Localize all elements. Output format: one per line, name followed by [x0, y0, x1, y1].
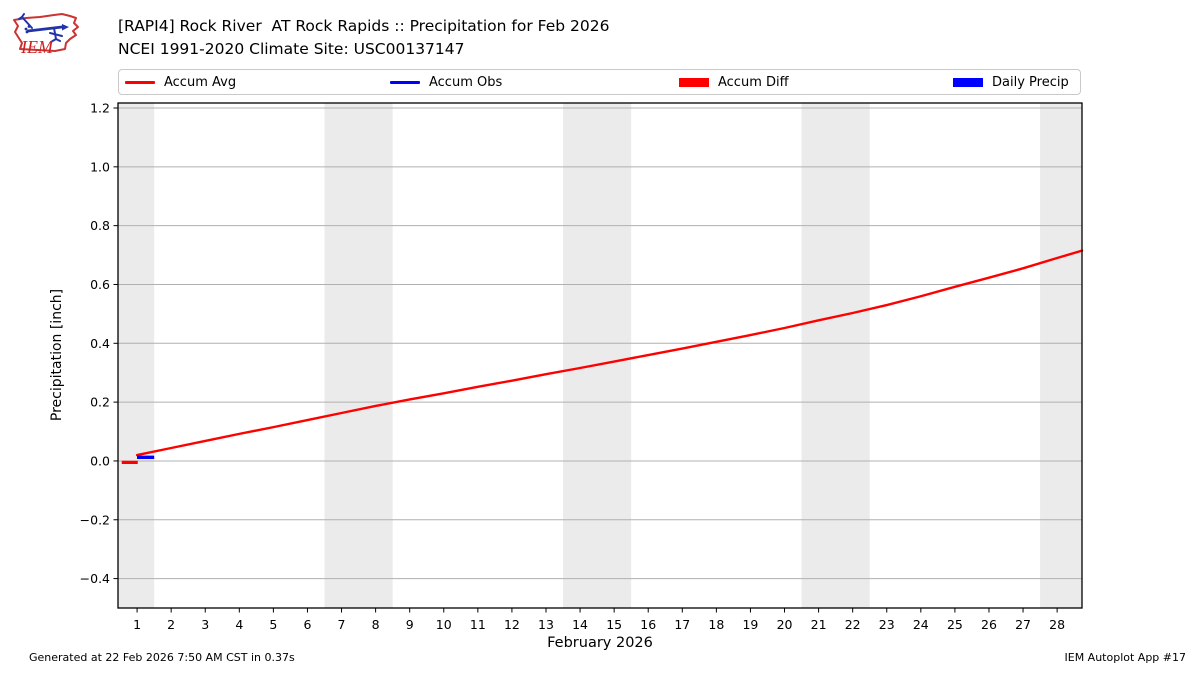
- series-accum-avg: [135, 249, 1084, 457]
- accum-obs-line-swatch: [390, 80, 420, 84]
- svg-text:18: 18: [708, 617, 724, 632]
- svg-text:20: 20: [777, 617, 793, 632]
- accum-avg-line-swatch: [125, 80, 155, 84]
- weather-vane-icon-dots: [24, 24, 69, 34]
- legend-item-accum-avg: Accum Avg: [125, 70, 236, 94]
- svg-text:16: 16: [640, 617, 656, 632]
- svg-text:0.2: 0.2: [90, 395, 110, 410]
- chart-legend: Accum Avg Accum Obs Accum Diff Daily Pre…: [118, 69, 1081, 95]
- app-credit: IEM Autoplot App #17: [1064, 651, 1187, 664]
- svg-text:21: 21: [811, 617, 827, 632]
- svg-text:28: 28: [1049, 617, 1065, 632]
- weekend-shading: [118, 103, 1082, 608]
- svg-text:8: 8: [372, 617, 380, 632]
- svg-text:14: 14: [572, 617, 588, 632]
- legend-item-accum-diff: Accum Diff: [679, 70, 789, 94]
- svg-text:23: 23: [879, 617, 895, 632]
- svg-text:−0.2: −0.2: [80, 512, 110, 527]
- svg-text:0.4: 0.4: [90, 336, 110, 351]
- daily-precip-patch-swatch: [953, 77, 983, 87]
- svg-text:3: 3: [201, 617, 209, 632]
- legend-item-daily-precip: Daily Precip: [953, 70, 1069, 94]
- svg-text:2: 2: [167, 617, 175, 632]
- x-axis-title: February 2026: [547, 635, 653, 651]
- svg-text:1: 1: [133, 617, 141, 632]
- x-axis-ticks: 1 2 3 4 5 6 7 8 9 10 11 12 13 14 15 16 17 18 19 20 21 22 23 24 2…: [133, 608, 1065, 632]
- svg-text:5: 5: [269, 617, 277, 632]
- svg-text:15: 15: [606, 617, 622, 632]
- svg-text:10: 10: [436, 617, 452, 632]
- svg-text:0.6: 0.6: [90, 277, 110, 292]
- iem-logo-text: IEM: [20, 37, 54, 57]
- svg-text:6: 6: [303, 617, 311, 632]
- svg-text:11: 11: [470, 617, 486, 632]
- legend-label: Accum Obs: [429, 74, 503, 90]
- legend-item-accum-obs: Accum Obs: [390, 70, 502, 94]
- legend-label: Daily Precip: [992, 74, 1069, 90]
- svg-text:27: 27: [1015, 617, 1031, 632]
- accum-diff-patch-swatch: [679, 77, 709, 87]
- plot-border: [117, 102, 1083, 609]
- svg-text:22: 22: [845, 617, 861, 632]
- svg-text:4: 4: [235, 617, 243, 632]
- svg-text:19: 19: [742, 617, 758, 632]
- svg-text:25: 25: [947, 617, 963, 632]
- svg-text:0.0: 0.0: [90, 453, 110, 468]
- iem-logo: IEM: [13, 13, 79, 57]
- svg-text:1.2: 1.2: [90, 101, 110, 116]
- svg-text:12: 12: [504, 617, 520, 632]
- legend-label: Accum Diff: [718, 74, 789, 90]
- weather-vane-icon: [18, 13, 64, 43]
- svg-text:24: 24: [913, 617, 929, 632]
- generated-timestamp: Generated at 22 Feb 2026 7:50 AM CST in …: [29, 651, 295, 664]
- legend-label: Accum Avg: [164, 74, 237, 90]
- svg-text:17: 17: [674, 617, 690, 632]
- chart-subtitle: NCEI 1991-2020 Climate Site: USC00137147: [118, 40, 465, 58]
- svg-text:0.8: 0.8: [90, 218, 110, 233]
- svg-text:1.0: 1.0: [90, 159, 110, 174]
- svg-text:7: 7: [338, 617, 346, 632]
- gridlines: [118, 107, 1082, 580]
- iowa-outline-icon: [13, 13, 79, 52]
- y-axis-ticks: −0.4 −0.2 0.0 0.2 0.4 0.6 0.8 1.0 1.2: [80, 101, 118, 586]
- svg-text:9: 9: [406, 617, 414, 632]
- y-axis-title: Precipitation [inch]: [49, 288, 65, 422]
- svg-text:−0.4: −0.4: [80, 571, 110, 586]
- chart-title: [RAPI4] Rock River AT Rock Rapids :: Pre…: [118, 17, 610, 35]
- svg-text:26: 26: [981, 617, 997, 632]
- svg-text:13: 13: [538, 617, 554, 632]
